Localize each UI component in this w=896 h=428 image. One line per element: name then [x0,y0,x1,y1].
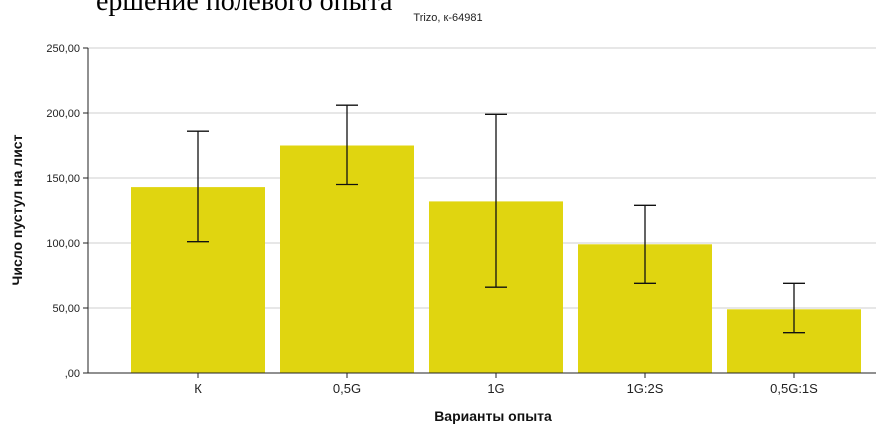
header-text-fragment: ершение полевого опыта [96,0,393,17]
error-bars [187,104,805,334]
x-tick-label: 0,5G:1S [770,381,818,396]
x-tick-label: 1G [487,381,504,396]
axes [87,48,876,374]
y-tick-label: ,00 [65,368,80,380]
y-tick-labels: ,00 50,00 100,00 150,00 200,00 250,00 [46,43,88,380]
y-tick-label: 200,00 [46,108,80,120]
y-tick-label: 50,00 [52,303,80,315]
chart-title: Trizo, к-64981 [413,12,483,24]
x-tick-label: К [194,381,202,396]
x-axis-label: Варианты опыта [434,408,552,424]
y-tick-label: 100,00 [46,238,80,250]
x-tick-labels: К 0,5G 1G 1G:2S 0,5G:1S [194,373,818,396]
x-tick-label: 0,5G [333,381,361,396]
y-tick-label: 250,00 [46,43,80,55]
y-axis-label: Число пустул на лист [9,134,25,285]
y-tick-label: 150,00 [46,173,80,185]
x-tick-label: 1G:2S [627,381,664,396]
